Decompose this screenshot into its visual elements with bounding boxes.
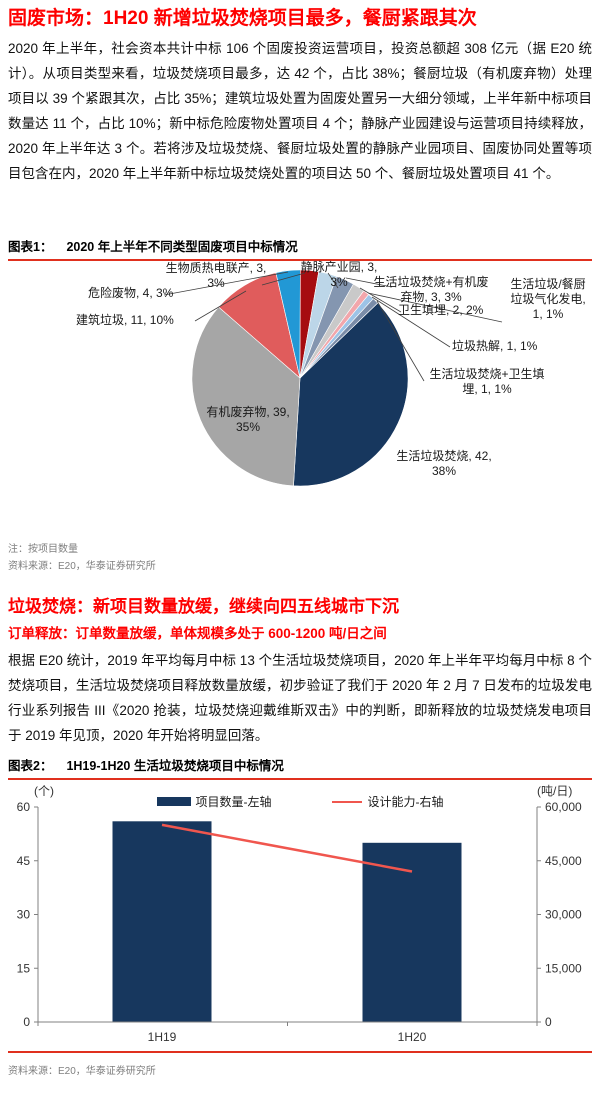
left-tick-label-0: 0 xyxy=(23,1015,30,1029)
leader-incin-sanitary xyxy=(376,300,425,382)
section2-paragraph: 根据 E20 统计，2019 年平均每月中标 13 个生活垃圾焚烧项目，2020… xyxy=(8,653,592,743)
leader-incin-organic xyxy=(345,277,393,288)
figure2-header: 图表2： 1H19-1H20 生活垃圾焚烧项目中标情况 xyxy=(8,755,592,780)
leader-pyrolysis xyxy=(371,296,451,348)
pie-chart: 生物质热电联产, 3, 3% 静脉产业园, 3, 3% 危险废物, 4, 3% … xyxy=(0,253,600,545)
bar-svg: 0 15 30 45 60 0 15,000 30,000 45,000 60,000 xyxy=(17,800,582,1029)
left-tick-label-4: 60 xyxy=(17,800,31,814)
bar-line-chart: (个) (吨/日) 项目数量-左轴 设计能力-右轴 0 15 30 45 60 0 15,0… xyxy=(0,778,600,1050)
pie-label-msw-incin: 生活垃圾焚烧, 42, 38% xyxy=(396,449,492,478)
legend-line-label: 设计能力-右轴 xyxy=(367,795,444,809)
legend-bar-swatch xyxy=(156,797,191,806)
leader-eco-park xyxy=(327,272,339,289)
leader-gasification xyxy=(367,292,503,323)
pie-label-biomass: 生物质热电联产, 3, 3% xyxy=(165,261,267,290)
right-axis-unit: (吨/日) xyxy=(537,784,573,798)
pie-label-sanitary: 卫生填埋, 2, 2% xyxy=(398,303,484,317)
legend-line-swatch xyxy=(331,800,362,803)
right-tick-label-3: 45,000 xyxy=(545,854,582,868)
section1-title: 固废市场：1H20 新增垃圾焚烧项目最多，餐厨紧跟其次 xyxy=(8,8,477,29)
x-label-1h19: 1H19 xyxy=(147,1030,177,1044)
pie-label-hazardous: 危险废物, 4, 3% xyxy=(88,286,174,300)
figure1-label: 图表1： xyxy=(8,240,53,254)
figure1-source: 资料来源：E20，华泰证券研究所 xyxy=(8,561,156,572)
right-tick-label-1: 15,000 xyxy=(545,961,582,975)
left-tick-label-3: 45 xyxy=(17,854,31,868)
leader-biomass xyxy=(261,272,306,286)
figure2-title: 1H19-1H20 生活垃圾焚烧项目中标情况 xyxy=(66,759,284,773)
right-tick-label-4: 60,000 xyxy=(545,800,582,814)
legend-bar-label: 项目数量-左轴 xyxy=(195,795,272,809)
pie-slice-1 xyxy=(293,302,409,487)
figure2-source: 资料来源：E20，华泰证券研究所 xyxy=(8,1066,156,1077)
x-label-1h20: 1H20 xyxy=(397,1030,427,1044)
pie-label-construction: 建筑垃圾, 11, 10% xyxy=(76,313,174,327)
pie-label-gasification: 生活垃圾/餐厨垃圾气化发电, 1, 1% xyxy=(510,277,586,321)
figure1-header: 图表1： 2020 年上半年不同类型固废项目中标情况 xyxy=(8,236,592,261)
figure2-label: 图表2： xyxy=(8,759,53,773)
leader-sanitary xyxy=(359,287,402,313)
section2-subtitle: 订单释放：订单数量放缓，单体规模多处于 600-1200 吨/日之间 xyxy=(8,626,387,641)
pie-leader-lines xyxy=(163,271,503,382)
pie-svg xyxy=(163,269,503,487)
right-tick-label-0: 0 xyxy=(545,1015,552,1029)
leader-hazardous xyxy=(163,271,289,296)
right-tick-label-2: 30,000 xyxy=(545,908,582,922)
figure1-note: 注：按项目数量 xyxy=(8,544,78,555)
pie-slice-11 xyxy=(299,298,379,379)
bottom-rule xyxy=(8,1051,592,1053)
section1-paragraph: 2020 年上半年，社会资本共计中标 106 个固废投资运营项目，投资总额超 3… xyxy=(8,41,592,181)
left-tick-label-2: 30 xyxy=(17,908,31,922)
bar-1H20 xyxy=(362,842,462,1022)
left-tick-label-1: 15 xyxy=(17,961,31,975)
pie-label-pyrolysis: 垃圾热解, 1, 1% xyxy=(452,339,538,353)
pie-label-eco-park: 静脉产业园, 3, 3% xyxy=(300,260,378,289)
pie-label-incin-sanitary: 生活垃圾焚烧+卫生填埋, 1, 1% xyxy=(429,367,545,396)
pie-slice-2 xyxy=(191,306,301,487)
chart-legend: 项目数量-左轴 设计能力-右轴 xyxy=(0,793,600,810)
leader-construction xyxy=(194,290,247,322)
pie-label-incin-organic: 生活垃圾焚烧+有机废弃物, 3, 3% xyxy=(373,275,489,304)
pie-label-organic: 有机废弃物, 39, 35% xyxy=(206,405,290,434)
figure1-title: 2020 年上半年不同类型固废项目中标情况 xyxy=(66,240,298,254)
bar-1H19 xyxy=(112,821,212,1022)
left-axis-unit: (个) xyxy=(34,784,54,798)
section2-title: 垃圾焚烧：新项目数量放缓，继续向四五线城市下沉 xyxy=(8,597,399,616)
design-capacity-line xyxy=(161,823,413,873)
